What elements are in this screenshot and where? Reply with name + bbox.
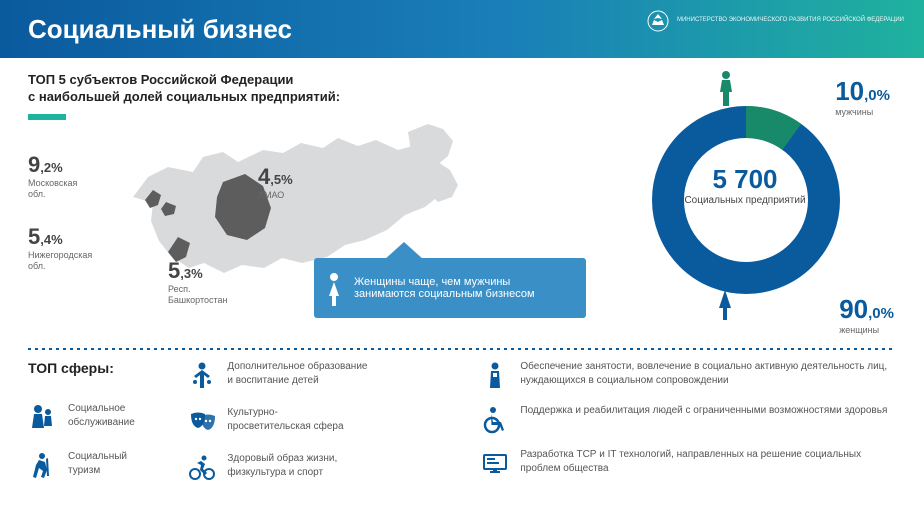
computer-icon (480, 448, 510, 478)
sphere-text: Культурно- просветительская сфера (227, 406, 343, 433)
sphere-text: Дополнительное образование и воспитание … (227, 360, 367, 387)
worker-icon (480, 360, 510, 390)
sphere-item: Обеспечение занятости, вовлечение в соци… (480, 360, 896, 390)
page-title: Социальный бизнес (28, 14, 292, 45)
gender-callout: Женщины чаще, чем мужчины занимаются соц… (314, 258, 586, 318)
people-icon (28, 402, 58, 432)
region-khmao: 4,5% ХМАО (258, 164, 293, 201)
sphere-text: Социальный туризм (68, 450, 127, 477)
spheres-section: ТОП сферы: Социальное обслуживание Социал… (28, 360, 896, 482)
divider (28, 348, 896, 350)
map-section: ТОП 5 субъектов Российской Федерации с н… (28, 72, 568, 332)
callout-text: Женщины чаще, чем мужчины занимаются соц… (354, 276, 574, 300)
women-stat: 90,0% женщины (839, 294, 894, 335)
ministry-text: МИНИСТЕРСТВО ЭКОНОМИЧЕСКОГО РАЗВИТИЯ РОС… (677, 17, 904, 24)
hiker-icon (28, 450, 58, 480)
wheelchair-icon (480, 404, 510, 434)
spheres-title: ТОП сферы: (28, 360, 181, 376)
sphere-text: Обеспечение занятости, вовлечение в соци… (520, 360, 896, 387)
header-bar: Социальный бизнес МИНИСТЕРСТВО ЭКОНОМИЧЕ… (0, 0, 924, 58)
masks-icon (187, 406, 217, 436)
cyclist-icon (187, 452, 217, 482)
region-bashkortostan: 5,3% Респ. Башкортостан (168, 258, 228, 306)
sphere-text: Разработка ТСР и IT технологий, направле… (520, 448, 896, 475)
woman-figure-icon (714, 280, 736, 322)
sphere-item: Поддержка и реабилитация людей с огранич… (480, 404, 896, 434)
subheader: ТОП 5 субъектов Российской Федерации с н… (28, 72, 568, 106)
donut-center: 5 700 Социальных предприятий (680, 164, 810, 207)
region-nizhny: 5,4% Нижегородская обл. (28, 224, 92, 272)
sphere-item: Разработка ТСР и IT технологий, направле… (480, 448, 896, 478)
ministry-logo: МИНИСТЕРСТВО ЭКОНОМИЧЕСКОГО РАЗВИТИЯ РОС… (647, 10, 904, 32)
woman-icon (324, 272, 344, 306)
donut-section: 10,0% мужчины 5 700 Социальных предприят… (606, 72, 896, 342)
child-icon (187, 360, 217, 390)
sphere-item: Культурно- просветительская сфера (187, 406, 474, 436)
sphere-item: Дополнительное образование и воспитание … (187, 360, 474, 390)
sphere-text: Поддержка и реабилитация людей с огранич… (520, 404, 887, 418)
sphere-item: Социальное обслуживание (28, 402, 181, 432)
sphere-text: Здоровый образ жизни, физкультура и спор… (227, 452, 337, 479)
region-moscow: 9,2% Московская обл. (28, 152, 77, 200)
sphere-item: Социальный туризм (28, 450, 181, 480)
accent-bar (28, 114, 66, 120)
sphere-text: Социальное обслуживание (68, 402, 135, 429)
eagle-icon (647, 10, 669, 32)
sphere-item: Здоровый образ жизни, физкультура и спор… (187, 452, 474, 482)
